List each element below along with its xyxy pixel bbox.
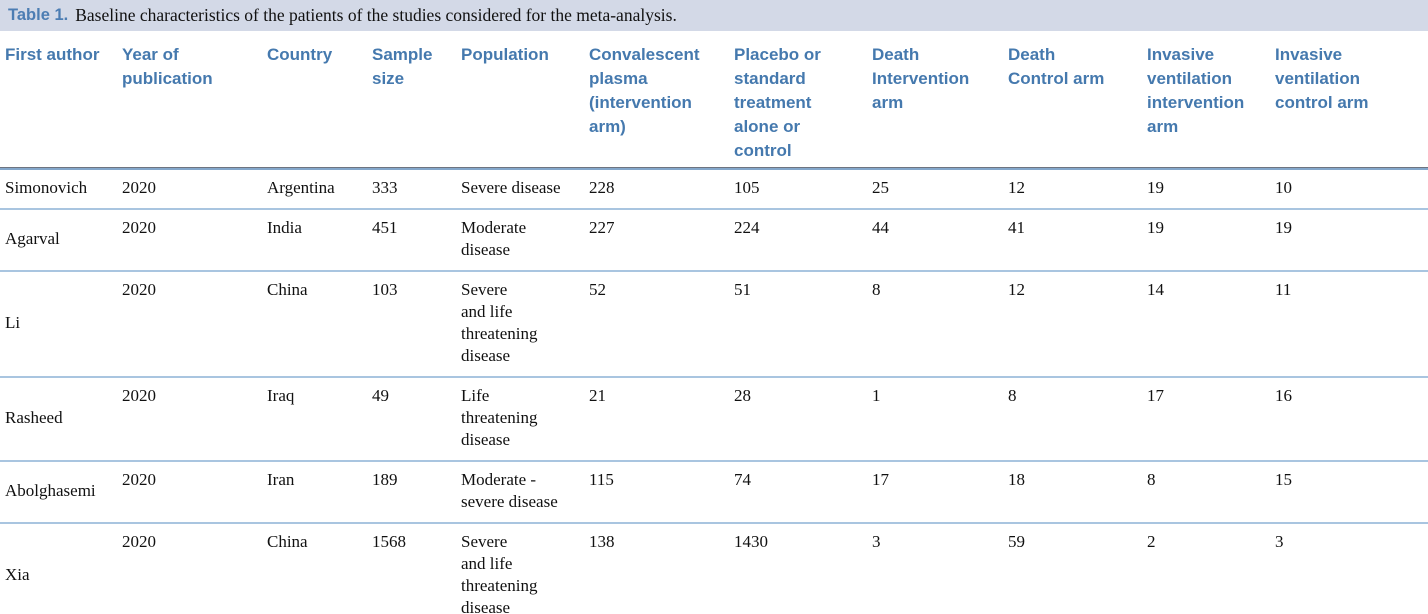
table-row-agarval: Agarval 2020 India 451 Moderate disease … <box>0 210 1428 272</box>
cell-convalescent-plasma: 115 <box>589 462 734 524</box>
cell-death-intervention: 17 <box>872 462 1008 524</box>
cell-invasive-vent-intervention: 14 <box>1147 272 1275 378</box>
cell-death-intervention: 8 <box>872 272 1008 378</box>
cell-invasive-vent-intervention: 19 <box>1147 210 1275 272</box>
cell-year: 2020 <box>122 462 267 524</box>
cell-death-intervention: 25 <box>872 168 1008 210</box>
cell-sample-size: 189 <box>372 462 461 524</box>
cell-population: Life threatening disease <box>461 378 589 462</box>
column-header-population: Population <box>461 31 589 168</box>
table-row-xia: Xia 2020 China 1568 Severe and life thre… <box>0 524 1428 614</box>
column-header-sample-size: Sample size <box>372 31 461 168</box>
cell-year: 2020 <box>122 524 267 614</box>
cell-year: 2020 <box>122 168 267 210</box>
cell-population: Severe disease <box>461 168 589 210</box>
cell-invasive-vent-control: 19 <box>1275 210 1428 272</box>
cell-sample-size: 1568 <box>372 524 461 614</box>
cell-convalescent-plasma: 21 <box>589 378 734 462</box>
cell-placebo-control: 28 <box>734 378 872 462</box>
cell-convalescent-plasma: 52 <box>589 272 734 378</box>
table-row-abolghasemi: Abolghasemi 2020 Iran 189 Moderate - sev… <box>0 462 1428 524</box>
cell-sample-size: 451 <box>372 210 461 272</box>
column-header-death-control: Death Control arm <box>1008 31 1147 168</box>
column-header-invasive-vent-control: Invasive ventilation control arm <box>1275 31 1428 168</box>
cell-convalescent-plasma: 138 <box>589 524 734 614</box>
cell-first-author: Li <box>0 272 122 378</box>
cell-sample-size: 333 <box>372 168 461 210</box>
cell-invasive-vent-control: 16 <box>1275 378 1428 462</box>
cell-first-author: Abolghasemi <box>0 462 122 524</box>
table-row-li: Li 2020 China 103 Severe and life threat… <box>0 272 1428 378</box>
column-header-invasive-vent-intervention: Invasive ventilation intervention arm <box>1147 31 1275 168</box>
cell-country: China <box>267 524 372 614</box>
baseline-characteristics-table: First author Year of publication Country… <box>0 31 1428 614</box>
cell-invasive-vent-intervention: 17 <box>1147 378 1275 462</box>
cell-country: China <box>267 272 372 378</box>
cell-placebo-control: 74 <box>734 462 872 524</box>
cell-death-control: 12 <box>1008 168 1147 210</box>
cell-year: 2020 <box>122 272 267 378</box>
cell-placebo-control: 51 <box>734 272 872 378</box>
column-header-country: Country <box>267 31 372 168</box>
table-caption: Table 1. Baseline characteristics of the… <box>0 0 1428 31</box>
table-header-row: First author Year of publication Country… <box>0 31 1428 168</box>
cell-first-author: Agarval <box>0 210 122 272</box>
cell-invasive-vent-intervention: 19 <box>1147 168 1275 210</box>
table-row-simonovich: Simonovich 2020 Argentina 333 Severe dis… <box>0 168 1428 210</box>
cell-placebo-control: 224 <box>734 210 872 272</box>
cell-population: Moderate - severe disease <box>461 462 589 524</box>
cell-country: India <box>267 210 372 272</box>
cell-death-control: 18 <box>1008 462 1147 524</box>
cell-death-control: 12 <box>1008 272 1147 378</box>
cell-first-author: Rasheed <box>0 378 122 462</box>
column-header-death-intervention: Death Intervention arm <box>872 31 1008 168</box>
cell-population: Severe and life threatening disease <box>461 524 589 614</box>
cell-sample-size: 49 <box>372 378 461 462</box>
column-header-year-of-publication: Year of publication <box>122 31 267 168</box>
cell-year: 2020 <box>122 378 267 462</box>
cell-invasive-vent-intervention: 8 <box>1147 462 1275 524</box>
table-caption-label: Table 1. <box>8 6 69 24</box>
cell-placebo-control: 105 <box>734 168 872 210</box>
table-row-rasheed: Rasheed 2020 Iraq 49 Life threatening di… <box>0 378 1428 462</box>
cell-death-control: 59 <box>1008 524 1147 614</box>
column-header-convalescent-plasma: Convalescent plasma (intervention arm) <box>589 31 734 168</box>
cell-placebo-control: 1430 <box>734 524 872 614</box>
cell-country: Argentina <box>267 168 372 210</box>
cell-population: Severe and life threatening disease <box>461 272 589 378</box>
cell-first-author: Simonovich <box>0 168 122 210</box>
cell-death-control: 8 <box>1008 378 1147 462</box>
column-header-placebo-control: Placebo or standard treatment alone or c… <box>734 31 872 168</box>
cell-death-intervention: 1 <box>872 378 1008 462</box>
cell-death-intervention: 3 <box>872 524 1008 614</box>
cell-population: Moderate disease <box>461 210 589 272</box>
cell-invasive-vent-intervention: 2 <box>1147 524 1275 614</box>
cell-convalescent-plasma: 228 <box>589 168 734 210</box>
cell-invasive-vent-control: 11 <box>1275 272 1428 378</box>
cell-invasive-vent-control: 15 <box>1275 462 1428 524</box>
cell-convalescent-plasma: 227 <box>589 210 734 272</box>
column-header-first-author: First author <box>0 31 122 168</box>
cell-sample-size: 103 <box>372 272 461 378</box>
cell-invasive-vent-control: 10 <box>1275 168 1428 210</box>
cell-death-control: 41 <box>1008 210 1147 272</box>
cell-country: Iraq <box>267 378 372 462</box>
cell-death-intervention: 44 <box>872 210 1008 272</box>
cell-year: 2020 <box>122 210 267 272</box>
table-caption-text: Baseline characteristics of the patients… <box>75 5 677 25</box>
cell-invasive-vent-control: 3 <box>1275 524 1428 614</box>
cell-country: Iran <box>267 462 372 524</box>
cell-first-author: Xia <box>0 524 122 614</box>
